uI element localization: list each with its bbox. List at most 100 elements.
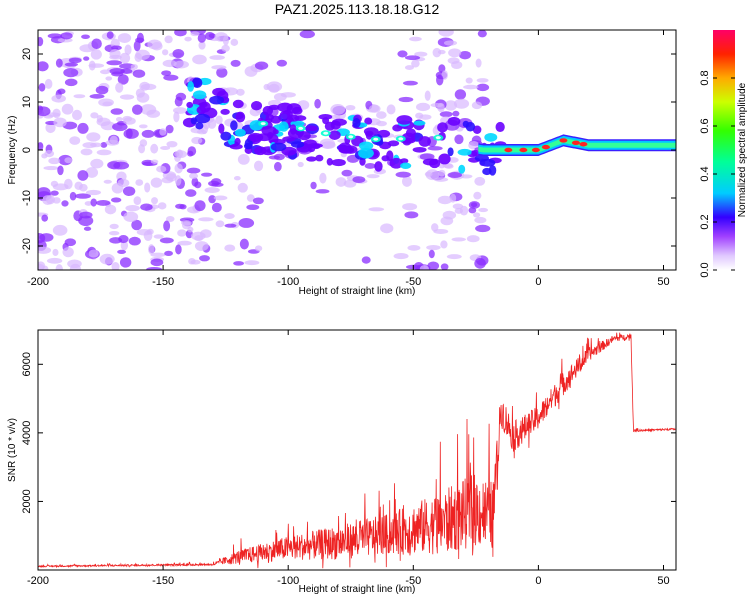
spectral-blob <box>125 204 140 212</box>
spectral-blob <box>209 55 225 60</box>
spectral-blob <box>433 177 449 182</box>
spectral-blob <box>177 240 192 246</box>
colorbar-ticks: 0.0 0.2 0.4 0.6 0.8 <box>699 70 735 278</box>
spectral-blob <box>273 153 285 161</box>
snr-x-ticks: -200 -150 -100 -50 0 50 <box>27 330 670 587</box>
spectral-blob <box>389 157 404 169</box>
y-tick-label: 10 <box>21 96 33 108</box>
colorbar-tick-label: 0.6 <box>699 118 711 133</box>
spectral-blob <box>387 140 400 147</box>
spectral-blob <box>398 96 414 103</box>
spectral-blob <box>123 117 136 125</box>
spectral-blob <box>475 58 482 68</box>
spectral-blob <box>175 92 187 101</box>
spectral-blob <box>200 172 213 177</box>
spectral-blob <box>71 109 83 121</box>
spectral-blob <box>117 249 126 255</box>
spectral-blob <box>471 149 480 157</box>
spectral-blob <box>454 134 464 145</box>
spectral-blob <box>437 195 453 205</box>
spectral-blob <box>86 132 101 142</box>
spectral-blob <box>310 125 318 131</box>
spectral-blob <box>438 169 446 177</box>
spectral-blob <box>69 191 77 201</box>
spectral-blob <box>133 196 142 206</box>
spectral-blob <box>374 161 383 172</box>
x-tick-label: -100 <box>277 276 299 288</box>
spectral-blob <box>160 145 171 150</box>
spectral-blob <box>191 77 203 89</box>
spectral-blob <box>165 124 174 134</box>
spectral-blob <box>119 94 135 100</box>
spectral-blob <box>62 246 74 258</box>
spectral-blob <box>230 59 241 67</box>
spectral-blob <box>77 170 89 181</box>
spectral-blob <box>224 223 237 228</box>
spectral-blob <box>399 158 409 164</box>
spectral-blob <box>133 40 141 52</box>
spectral-blob <box>415 102 431 112</box>
snr-x-label: Height of straight line (km) <box>299 584 416 595</box>
spectral-blob <box>397 50 408 58</box>
spectrogram-x-label: Height of straight line (km) <box>299 286 416 297</box>
spectral-blob <box>41 153 48 159</box>
spectral-blob <box>64 78 78 87</box>
spectral-blob <box>380 223 394 234</box>
spectral-blob <box>401 176 412 187</box>
spectral-blob <box>430 102 444 108</box>
spectral-blob <box>474 216 487 224</box>
peak-spot <box>504 147 513 153</box>
spectral-blob <box>341 169 353 177</box>
spectral-blob <box>447 147 454 157</box>
colorbar-gradient <box>713 30 735 270</box>
spectral-blob <box>135 37 145 43</box>
spectral-blob <box>78 215 94 226</box>
spectral-blob <box>52 183 69 191</box>
spectral-blob <box>274 161 282 172</box>
spectral-blob <box>441 70 448 80</box>
spectral-blob <box>363 127 379 136</box>
spectral-blob <box>187 150 194 157</box>
spectral-blob <box>119 52 131 64</box>
spectral-blob <box>440 263 449 270</box>
spectral-blob <box>117 33 132 43</box>
colorbar: 0.0 0.2 0.4 0.6 0.8 Normalized spectral ampl… <box>699 30 748 278</box>
y-tick-label: 0 <box>21 147 33 153</box>
spectral-blob <box>141 129 155 138</box>
spectral-blob <box>163 74 179 81</box>
spectral-blob <box>60 32 73 40</box>
spectral-blob <box>306 156 317 162</box>
spectral-blob <box>273 93 287 101</box>
spectral-blob <box>38 261 46 270</box>
spectral-blob <box>45 122 56 134</box>
spectral-blob <box>345 104 356 111</box>
spectral-blob <box>211 65 227 70</box>
spectrogram-y-label: Frequency (Hz) <box>7 116 18 185</box>
spectral-blob <box>213 195 228 201</box>
spectral-blob <box>243 142 253 150</box>
spectral-blob <box>175 203 185 209</box>
spectral-blob <box>144 182 151 193</box>
spectral-blob <box>38 61 49 72</box>
spectral-blob <box>358 141 374 151</box>
spectral-blob <box>208 195 216 204</box>
spectral-blob <box>38 106 51 117</box>
spectral-blob <box>166 140 178 148</box>
spectral-blob <box>64 62 79 67</box>
spectral-blob <box>120 68 133 74</box>
spectral-blob <box>136 92 150 103</box>
spectral-blob <box>331 158 346 167</box>
spectral-blob <box>194 200 206 212</box>
spectral-blob <box>495 121 505 133</box>
spectral-blob <box>473 191 482 200</box>
spectral-blob <box>407 245 421 251</box>
peak-spot <box>559 138 568 143</box>
spectral-blob <box>161 70 172 76</box>
spectral-blob <box>110 108 124 115</box>
spectral-blob <box>246 194 255 202</box>
spectral-blob <box>475 224 491 233</box>
spectral-blob <box>474 258 486 269</box>
spectral-blob <box>476 83 490 92</box>
spectral-blob <box>63 67 79 78</box>
colorbar-tick-label: 0.0 <box>699 262 711 277</box>
